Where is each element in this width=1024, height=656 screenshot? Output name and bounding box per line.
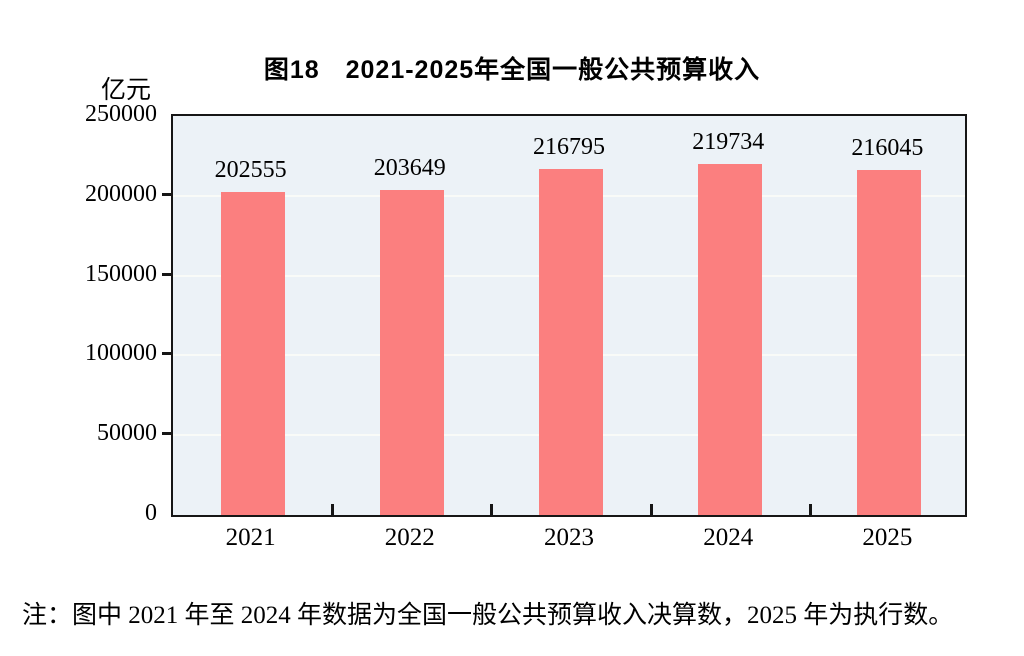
x-tick-label: 2021: [225, 524, 276, 551]
x-tick-mark: [649, 504, 653, 515]
y-tick-label: 0: [145, 500, 157, 526]
bar-value-label: 203649: [373, 154, 446, 181]
x-tick-label: 2024: [703, 524, 754, 551]
y-tick-label: 50000: [97, 420, 157, 447]
bar-2021: [220, 191, 285, 515]
y-tick-mark: [162, 432, 171, 436]
bar-value-label: 202555: [214, 156, 287, 183]
bar-2022: [379, 189, 444, 515]
x-tick-label: 2022: [384, 524, 435, 551]
y-tick-label: 100000: [85, 340, 157, 367]
y-tick-mark: [162, 272, 171, 276]
y-tick-label: 250000: [85, 101, 157, 127]
y-tick-mark: [162, 352, 171, 356]
chart-title: 图18 2021-2025年全国一般公共预算收入: [263, 56, 761, 84]
plot-area: [171, 114, 967, 517]
chart-footnote: 注：图中 2021 年至 2024 年数据为全国一般公共预算收入决算数，2025…: [22, 602, 954, 629]
bar-2025: [857, 170, 922, 515]
x-tick-mark: [331, 504, 335, 515]
y-tick-label: 200000: [85, 180, 157, 207]
x-tick-mark: [808, 504, 812, 515]
y-tick-label: 150000: [85, 260, 157, 287]
x-tick-label: 2025: [862, 524, 913, 551]
y-axis-unit-label: 亿元: [101, 77, 152, 104]
bar-2023: [539, 169, 603, 515]
bar-value-label: 219734: [692, 129, 765, 156]
bar-value-label: 216045: [851, 135, 924, 162]
bar-2024: [698, 164, 763, 515]
x-tick-mark: [490, 504, 494, 515]
y-tick-mark: [162, 192, 171, 196]
x-tick-label: 2023: [544, 524, 594, 551]
bar-value-label: 216795: [533, 133, 605, 160]
